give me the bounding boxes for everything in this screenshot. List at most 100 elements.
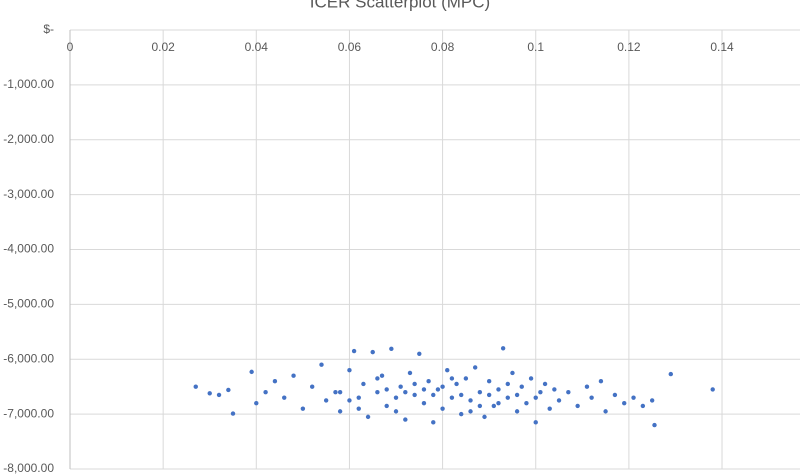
- point: [528, 376, 534, 381]
- point: [375, 376, 380, 381]
- point: [514, 409, 520, 414]
- x-tick-label: 0: [67, 40, 74, 54]
- point: [603, 409, 608, 414]
- point: [431, 420, 436, 425]
- y-tick-label: -4,000.00: [3, 242, 54, 256]
- x-tick-label: 0.06: [338, 40, 362, 54]
- point: [193, 384, 198, 389]
- point: [500, 346, 506, 351]
- point: [533, 395, 538, 400]
- point: [486, 392, 492, 398]
- point: [649, 398, 655, 403]
- point: [519, 384, 524, 389]
- point: [459, 411, 464, 417]
- point: [556, 398, 562, 403]
- point: [365, 414, 371, 420]
- point: [417, 351, 422, 356]
- x-tick-label: 0.14: [710, 40, 734, 54]
- point: [468, 398, 473, 403]
- point: [710, 387, 715, 392]
- point: [421, 387, 427, 392]
- point: [598, 379, 604, 384]
- x-tick-label: 0.08: [431, 40, 455, 54]
- point: [403, 417, 408, 422]
- point: [547, 406, 552, 411]
- point: [612, 392, 618, 398]
- point: [337, 409, 343, 414]
- point: [631, 395, 636, 400]
- point: [463, 376, 469, 381]
- point: [263, 389, 268, 395]
- point: [356, 406, 361, 411]
- point: [505, 381, 510, 387]
- point: [379, 373, 385, 378]
- point: [291, 373, 296, 378]
- point: [514, 392, 520, 398]
- x-tick-label: 0.04: [245, 40, 269, 54]
- point: [309, 384, 315, 389]
- point: [426, 379, 431, 384]
- point: [496, 387, 501, 392]
- point: [449, 376, 455, 381]
- point: [370, 349, 375, 355]
- point: [652, 422, 657, 428]
- x-tick-label: 0.1: [527, 40, 544, 54]
- x-tick-label: 0.02: [151, 40, 175, 54]
- point: [375, 389, 380, 395]
- point: [300, 406, 306, 411]
- point: [640, 403, 646, 409]
- point: [393, 395, 399, 400]
- point: [435, 387, 441, 392]
- point: [533, 420, 538, 425]
- point: [454, 381, 459, 387]
- point: [356, 395, 361, 400]
- y-tick-label: -7,000.00: [3, 406, 54, 420]
- point: [486, 379, 492, 384]
- point: [622, 400, 627, 406]
- point: [333, 389, 338, 395]
- point: [254, 400, 259, 406]
- point: [584, 384, 590, 389]
- point: [440, 384, 445, 389]
- point: [668, 371, 673, 377]
- point: [389, 346, 394, 352]
- point: [347, 398, 352, 403]
- point: [482, 414, 487, 420]
- chart-title: ICER Scatterplot (MPC): [310, 0, 490, 11]
- point: [589, 395, 594, 400]
- point: [575, 403, 580, 409]
- point: [459, 392, 464, 398]
- y-tick-label: -1,000.00: [3, 77, 54, 91]
- point: [407, 370, 413, 376]
- point: [347, 368, 352, 373]
- point: [272, 379, 278, 384]
- y-tick-label: -8,000.00: [3, 461, 54, 475]
- point: [542, 381, 548, 387]
- point: [337, 389, 343, 395]
- y-tick-label: -6,000.00: [3, 351, 54, 365]
- point: [207, 391, 212, 396]
- point: [449, 395, 455, 400]
- point: [403, 389, 408, 395]
- point: [282, 395, 287, 400]
- point: [230, 411, 236, 416]
- point: [412, 381, 417, 387]
- point: [249, 369, 254, 375]
- x-tick-label: 0.12: [617, 40, 641, 54]
- point: [319, 362, 324, 367]
- point: [323, 398, 329, 403]
- point: [538, 389, 543, 395]
- point: [477, 389, 483, 395]
- y-tick-label: $-: [43, 22, 54, 36]
- point: [468, 409, 473, 414]
- point: [566, 389, 571, 395]
- point: [421, 400, 427, 406]
- y-tick-label: -3,000.00: [3, 187, 54, 201]
- point: [491, 403, 497, 409]
- point: [552, 387, 557, 392]
- y-tick-label: -2,000.00: [3, 132, 54, 146]
- point: [524, 400, 529, 406]
- point: [361, 381, 366, 387]
